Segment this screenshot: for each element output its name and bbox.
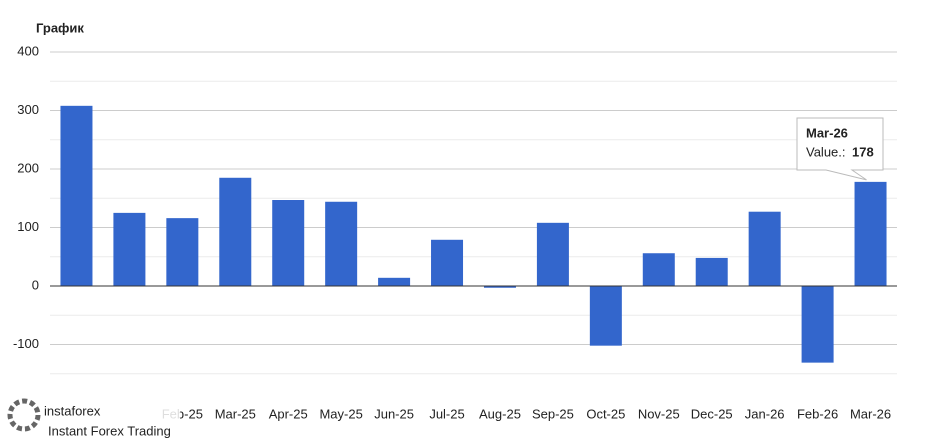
logo-tagline: Instant Forex Trading — [48, 423, 171, 438]
tooltip-category: Mar-26 — [806, 125, 848, 140]
y-tick-label: 400 — [17, 43, 39, 58]
x-tick-label: Jul-25 — [429, 406, 464, 421]
x-tick-label: Dec-25 — [691, 406, 733, 421]
tooltip-value: 178 — [852, 144, 874, 159]
x-tick-label: Sep-25 — [532, 406, 574, 421]
y-tick-label: 300 — [17, 102, 39, 117]
bar — [378, 277, 411, 286]
tooltip-label: Value.: — [806, 144, 846, 159]
bar — [219, 177, 252, 286]
logo-icon — [7, 398, 41, 432]
x-tick-label: Mar-25 — [215, 406, 256, 421]
bar — [536, 222, 569, 286]
bar — [431, 239, 464, 286]
x-tick-label: Apr-25 — [269, 406, 308, 421]
x-tick-label: Nov-25 — [638, 406, 680, 421]
bar — [483, 286, 516, 288]
x-tick-label: Oct-25 — [586, 406, 625, 421]
bar — [695, 257, 728, 286]
bar — [272, 200, 305, 286]
bar — [166, 218, 199, 286]
bar — [589, 286, 622, 346]
bar — [642, 253, 675, 286]
bar — [113, 212, 146, 286]
tooltip: Mar-26 Value.: 178 — [796, 117, 884, 181]
logo-bg — [0, 393, 180, 441]
x-tick-label: Feb-26 — [797, 406, 838, 421]
logo-brand: instaforex — [44, 403, 101, 418]
y-tick-label: -100 — [13, 336, 39, 351]
bar — [748, 211, 781, 286]
y-tick-label: 100 — [17, 219, 39, 234]
bar — [801, 286, 834, 363]
y-tick-label: 200 — [17, 160, 39, 175]
bar — [325, 201, 358, 286]
x-tick-label: Jun-25 — [374, 406, 414, 421]
x-tick-label: Aug-25 — [479, 406, 521, 421]
watermark: instaforex Instant Forex Trading — [0, 393, 180, 441]
tooltip-box — [796, 117, 884, 181]
bar — [854, 181, 887, 286]
x-tick-label: Mar-26 — [850, 406, 891, 421]
x-tick-label: Jan-26 — [745, 406, 785, 421]
x-tick-label: May-25 — [319, 406, 362, 421]
bar — [60, 105, 93, 286]
y-tick-label: 0 — [32, 277, 39, 292]
chart-title: График — [36, 20, 84, 35]
